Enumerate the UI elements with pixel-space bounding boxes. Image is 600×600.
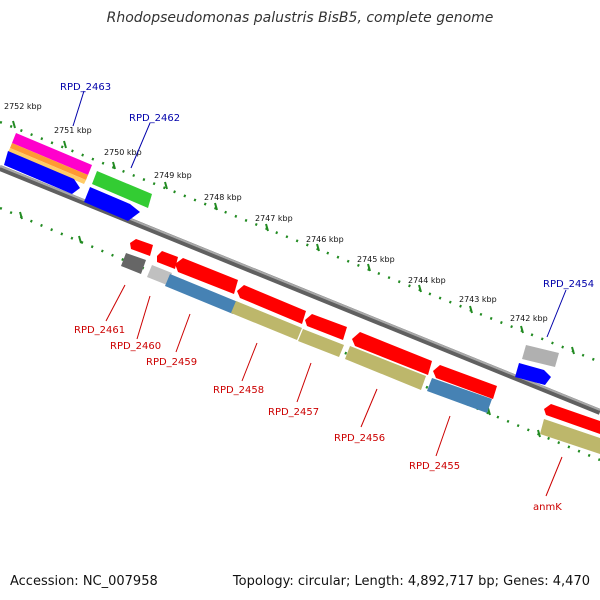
scale-label: 2746 kbp xyxy=(306,235,344,244)
gene-label-rpd-2454[interactable]: RPD_2454 xyxy=(543,279,594,290)
scale-label: 2747 kbp xyxy=(255,214,293,223)
scale-label: 2745 kbp xyxy=(357,255,395,264)
feature-rpd-2459[interactable] xyxy=(165,274,238,314)
gene-label-rpd-2460[interactable]: RPD_2460 xyxy=(110,341,161,352)
feature-red-3[interactable] xyxy=(305,314,347,340)
feature-rpd-2454[interactable] xyxy=(522,345,559,367)
feature-red-long-1[interactable] xyxy=(175,258,238,294)
gene-label-rpd-2456[interactable]: RPD_2456 xyxy=(334,433,385,444)
reverse-gene-labels: RPD_2461 RPD_2460 RPD_2459 RPD_2458 RPD_… xyxy=(74,284,563,513)
feature-rpd-2462[interactable] xyxy=(92,171,152,208)
gene-label-rpd-2458[interactable]: RPD_2458 xyxy=(213,385,264,396)
feature-rpd-2461[interactable] xyxy=(121,253,146,274)
genome-summary-text: Topology: circular; Length: 4,892,717 bp… xyxy=(232,574,590,589)
reverse-features xyxy=(121,239,600,454)
scale-label: 2749 kbp xyxy=(154,171,192,180)
feature-rpd-2460[interactable] xyxy=(147,265,172,285)
gene-label-rpd-2455[interactable]: RPD_2455 xyxy=(409,461,460,472)
scale-label: 2751 kbp xyxy=(54,126,92,135)
feature-red-long-4[interactable] xyxy=(352,332,432,375)
gene-label-anmk[interactable]: anmK xyxy=(533,502,562,513)
scale-labels: 2752 kbp 2751 kbp 2750 kbp 2749 kbp 2748… xyxy=(4,102,548,323)
feature-red-long-2[interactable] xyxy=(237,285,306,324)
feature-rpd-2463[interactable] xyxy=(12,133,92,175)
feature-blue-cds-3[interactable] xyxy=(515,363,551,385)
scale-label: 2748 kbp xyxy=(204,193,242,202)
accession-text: Accession: NC_007958 xyxy=(10,574,158,589)
feature-red-small-1[interactable] xyxy=(130,239,153,256)
gene-label-rpd-2462[interactable]: RPD_2462 xyxy=(129,113,180,124)
scale-label: 2743 kbp xyxy=(459,295,497,304)
feature-blue-cds-2[interactable] xyxy=(84,187,140,221)
gene-label-rpd-2463[interactable]: RPD_2463 xyxy=(60,82,111,93)
feature-blue-cds-1[interactable] xyxy=(4,151,80,194)
gene-label-rpd-2461[interactable]: RPD_2461 xyxy=(74,325,125,336)
scale-label: 2752 kbp xyxy=(4,102,42,111)
forward-features xyxy=(4,133,559,385)
gene-label-rpd-2457[interactable]: RPD_2457 xyxy=(268,407,319,418)
scale-label: 2750 kbp xyxy=(104,148,142,157)
scale-label: 2742 kbp xyxy=(510,314,548,323)
feature-red-5[interactable] xyxy=(433,365,497,399)
feature-red-6[interactable] xyxy=(544,404,600,434)
outer-major-ticks xyxy=(12,120,575,355)
feature-rpd-2457[interactable] xyxy=(298,329,344,357)
feature-rpd-2455[interactable] xyxy=(427,378,492,413)
map-title: Rhodopseudomonas palustris BisB5, comple… xyxy=(106,10,494,26)
feature-rpd-2458[interactable] xyxy=(231,301,302,340)
feature-anmk[interactable] xyxy=(540,419,600,454)
gene-label-rpd-2459[interactable]: RPD_2459 xyxy=(146,357,197,368)
feature-rpd-2456[interactable] xyxy=(345,346,426,390)
feature-red-small-2[interactable] xyxy=(157,251,178,269)
scale-label: 2744 kbp xyxy=(408,276,446,285)
forward-gene-labels: RPD_2463 RPD_2462 RPD_2454 xyxy=(60,82,594,338)
